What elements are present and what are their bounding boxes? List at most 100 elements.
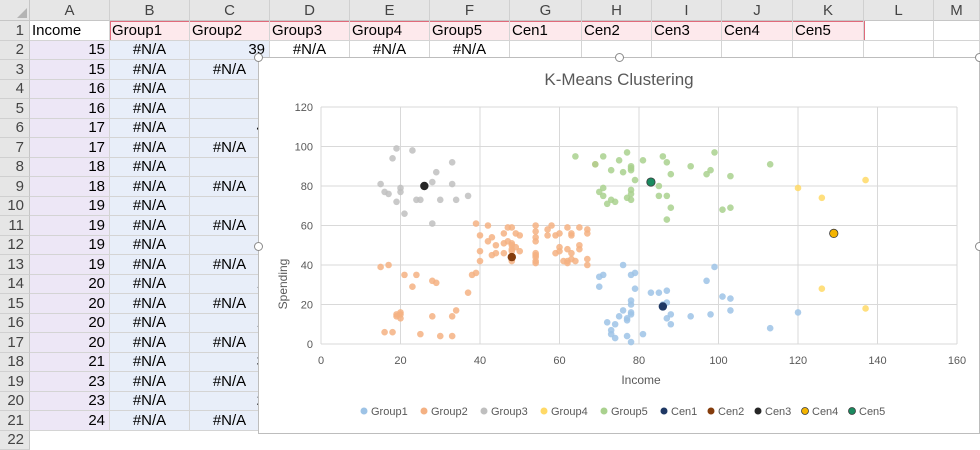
row-header-20[interactable]: 20 xyxy=(0,392,30,412)
column-header-e[interactable]: E xyxy=(350,0,430,21)
row-header-8[interactable]: 8 xyxy=(0,158,30,178)
cell[interactable]: 15 xyxy=(30,60,110,80)
resize-handle-top-left[interactable] xyxy=(254,53,263,62)
row-header-15[interactable]: 15 xyxy=(0,294,30,314)
cell[interactable]: #N/A xyxy=(110,60,190,80)
cell[interactable]: 16 xyxy=(30,80,110,100)
cell[interactable]: 20 xyxy=(30,294,110,314)
cell[interactable]: 17 xyxy=(30,119,110,139)
legend-item-group1[interactable]: Group1 xyxy=(361,406,408,418)
cell[interactable]: 23 xyxy=(30,392,110,412)
cell[interactable]: Income xyxy=(30,21,110,41)
cell[interactable]: 20 xyxy=(30,275,110,295)
cell[interactable]: #N/A xyxy=(110,80,190,100)
legend-item-group4[interactable]: Group4 xyxy=(541,406,588,418)
row-header-13[interactable]: 13 xyxy=(0,255,30,275)
legend-item-group3[interactable]: Group3 xyxy=(481,406,528,418)
cell[interactable]: Group3 xyxy=(270,21,350,41)
cell[interactable]: #N/A xyxy=(110,255,190,275)
cell[interactable]: Group5 xyxy=(430,21,510,41)
row-header-1[interactable]: 1 xyxy=(0,21,30,41)
row-header-17[interactable]: 17 xyxy=(0,333,30,353)
cell[interactable]: Cen2 xyxy=(582,21,652,41)
row-header-5[interactable]: 5 xyxy=(0,99,30,119)
cell[interactable]: #N/A xyxy=(110,41,190,61)
column-header-g[interactable]: G xyxy=(510,0,582,21)
cell[interactable]: #N/A xyxy=(110,294,190,314)
column-header-f[interactable]: F xyxy=(430,0,510,21)
cell[interactable]: 19 xyxy=(30,255,110,275)
row-header-14[interactable]: 14 xyxy=(0,275,30,295)
column-header-d[interactable]: D xyxy=(270,0,350,21)
cell[interactable]: 23 xyxy=(30,372,110,392)
resize-handle-top[interactable] xyxy=(615,53,624,62)
column-header-a[interactable]: A xyxy=(30,0,110,21)
cell[interactable]: #N/A xyxy=(110,392,190,412)
row-header-10[interactable]: 10 xyxy=(0,197,30,217)
cell[interactable]: 21 xyxy=(30,353,110,373)
cell[interactable]: #N/A xyxy=(110,411,190,431)
cell[interactable]: 17 xyxy=(30,138,110,158)
cell[interactable] xyxy=(864,21,934,41)
column-header-m[interactable]: M xyxy=(934,0,980,21)
select-all-corner[interactable] xyxy=(0,0,30,21)
row-header-21[interactable]: 21 xyxy=(0,411,30,431)
row-header-7[interactable]: 7 xyxy=(0,138,30,158)
cell[interactable]: #N/A xyxy=(110,216,190,236)
row-header-11[interactable]: 11 xyxy=(0,216,30,236)
cell[interactable]: #N/A xyxy=(110,197,190,217)
row-header-2[interactable]: 2 xyxy=(0,41,30,61)
column-header-k[interactable]: K xyxy=(793,0,864,21)
resize-handle-right[interactable] xyxy=(975,242,980,251)
cell[interactable]: 16 xyxy=(30,99,110,119)
cell[interactable]: Group1 xyxy=(110,21,190,41)
legend-item-group2[interactable]: Group2 xyxy=(421,406,468,418)
cell[interactable]: #N/A xyxy=(110,372,190,392)
cell[interactable]: #N/A xyxy=(110,275,190,295)
cell[interactable]: 20 xyxy=(30,314,110,334)
legend-item-cen5[interactable]: Cen5 xyxy=(849,406,886,418)
row-header-16[interactable]: 16 xyxy=(0,314,30,334)
row-header-3[interactable]: 3 xyxy=(0,60,30,80)
cell[interactable]: #N/A xyxy=(110,99,190,119)
cell[interactable]: 24 xyxy=(30,411,110,431)
row-header-9[interactable]: 9 xyxy=(0,177,30,197)
row-header-18[interactable]: 18 xyxy=(0,353,30,373)
cell[interactable]: Cen1 xyxy=(510,21,582,41)
column-header-j[interactable]: J xyxy=(722,0,793,21)
cell[interactable]: #N/A xyxy=(110,158,190,178)
cell[interactable]: Cen3 xyxy=(652,21,722,41)
cell[interactable]: 18 xyxy=(30,158,110,178)
cell[interactable]: Cen4 xyxy=(722,21,793,41)
column-header-c[interactable]: C xyxy=(190,0,270,21)
column-header-l[interactable]: L xyxy=(864,0,934,21)
legend-item-cen1[interactable]: Cen1 xyxy=(661,406,698,418)
row-header-4[interactable]: 4 xyxy=(0,80,30,100)
resize-handle-top-right[interactable] xyxy=(975,53,980,62)
column-header-h[interactable]: H xyxy=(582,0,652,21)
cell[interactable]: #N/A xyxy=(110,353,190,373)
legend-item-group5[interactable]: Group5 xyxy=(601,406,648,418)
cell[interactable]: #N/A xyxy=(110,333,190,353)
row-header-6[interactable]: 6 xyxy=(0,119,30,139)
legend-item-cen2[interactable]: Cen2 xyxy=(708,406,745,418)
cell[interactable]: 15 xyxy=(30,41,110,61)
row-header-12[interactable]: 12 xyxy=(0,236,30,256)
column-header-b[interactable]: B xyxy=(110,0,190,21)
cell[interactable]: #N/A xyxy=(110,236,190,256)
cell[interactable]: 19 xyxy=(30,216,110,236)
legend-item-cen4[interactable]: Cen4 xyxy=(802,406,839,418)
legend-item-cen3[interactable]: Cen3 xyxy=(755,406,792,418)
cell[interactable]: #N/A xyxy=(110,138,190,158)
cell[interactable]: #N/A xyxy=(110,314,190,334)
cell[interactable]: #N/A xyxy=(110,119,190,139)
cell[interactable]: 18 xyxy=(30,177,110,197)
cell[interactable]: 19 xyxy=(30,197,110,217)
cell[interactable]: 20 xyxy=(30,333,110,353)
cell[interactable]: 19 xyxy=(30,236,110,256)
resize-handle-left[interactable] xyxy=(254,242,263,251)
column-header-i[interactable]: I xyxy=(652,0,722,21)
cell[interactable]: #N/A xyxy=(110,177,190,197)
row-header-22[interactable]: 22 xyxy=(0,431,30,450)
